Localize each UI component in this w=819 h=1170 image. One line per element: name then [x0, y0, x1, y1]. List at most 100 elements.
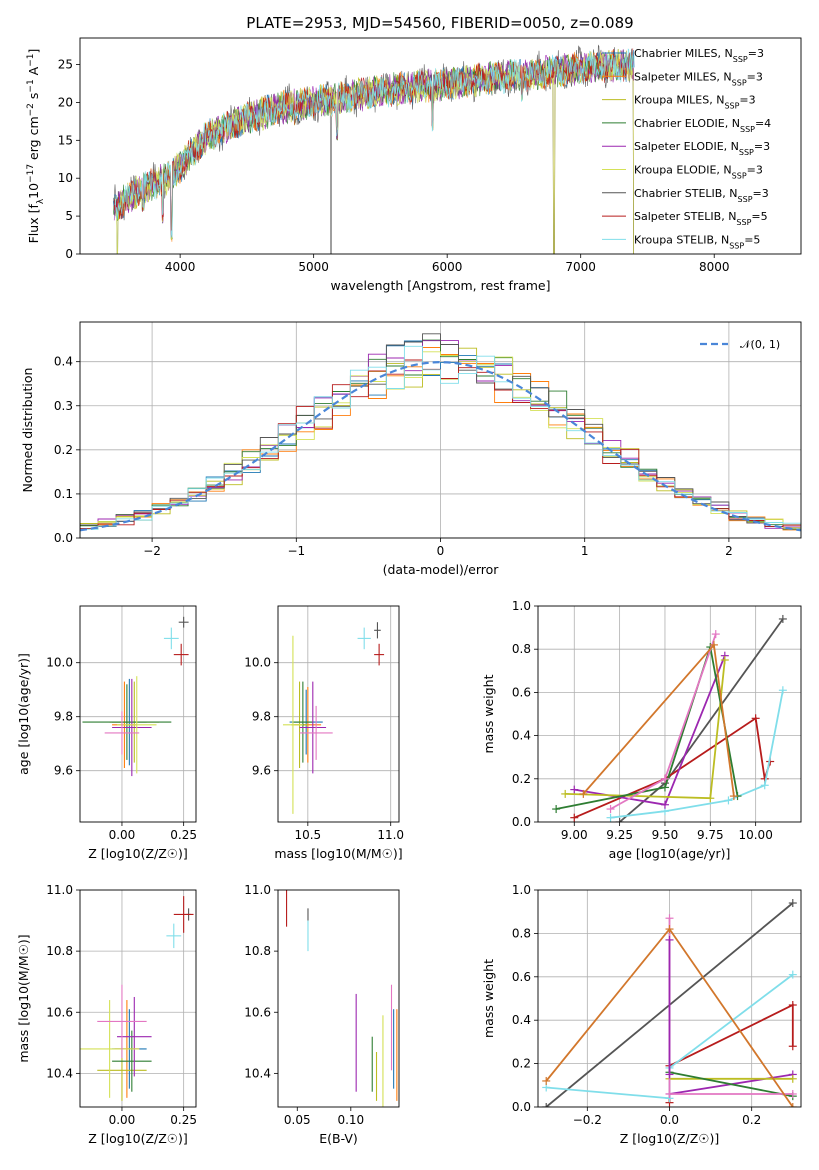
x-axis-label: E(B-V) [319, 1131, 358, 1146]
y-tick-label: 10.6 [244, 1005, 271, 1019]
x-tick-label: −2 [143, 544, 161, 558]
x-tick-label: 2 [725, 544, 733, 558]
y-tick-label: 0.4 [512, 729, 531, 743]
errorbar-point [112, 678, 152, 777]
weight-marker [665, 914, 674, 923]
label-part: ] [26, 49, 41, 54]
weight-marker [788, 1042, 797, 1051]
plot-area-mass-weight-vs-age [538, 606, 801, 822]
errorbar-point [173, 643, 189, 666]
legend-text: Chabrier STELIB, N [634, 187, 738, 200]
label-part: erg cm [26, 116, 41, 164]
legend-tail: =5 [744, 233, 760, 246]
errorbar-point [166, 923, 182, 949]
label-part: −17 [26, 164, 36, 183]
y-tick-label: 0.4 [54, 355, 73, 369]
legend-tail: =5 [751, 210, 767, 223]
legend-tail: =3 [747, 70, 763, 83]
y-axis-label: age [log10(age/yr)] [16, 653, 31, 775]
y-tick-label: 0.3 [54, 399, 73, 413]
errorbar-point [104, 711, 140, 755]
legend-text: Salpeter MILES, N [634, 70, 732, 83]
weight-marker [542, 1076, 551, 1085]
weight-marker [552, 805, 561, 814]
errorbar-point [82, 684, 172, 760]
y-tick-label: 0.2 [512, 772, 531, 786]
weight-marker [615, 818, 624, 822]
y-axis-label: Flux [fλ10−17 erg cm−2 s−1 A−1] [26, 49, 46, 244]
weight-marker [606, 805, 615, 814]
axes-frame [277, 889, 400, 1108]
weight-marker [570, 785, 579, 794]
y-tick-label: 1.0 [512, 599, 531, 613]
y-tick-label: 10.0 [244, 656, 271, 670]
weight-marker [665, 1089, 674, 1098]
plot-area-mass-vs-EBV [286, 890, 398, 1107]
label-part: Flux [f [26, 204, 41, 244]
weight-marker [660, 774, 669, 783]
legend-sub: SSP [732, 171, 747, 180]
histogram-8 [80, 345, 801, 538]
label-part: A [26, 66, 41, 79]
weight-marker [788, 970, 797, 979]
x-tick-label: 0.0 [660, 1113, 679, 1127]
y-tick-label: 9.6 [54, 764, 73, 778]
y-tick-label: 0.6 [512, 970, 531, 984]
x-tick-label: 9.75 [697, 828, 724, 842]
panel-age-vs-Z: 0.00 0.25 9.6 9.8 10.0 Z [log10(Z/Z☉)] age [lo… [16, 605, 197, 861]
legend-sub: SSP [732, 78, 747, 87]
x-tick-label: −1 [287, 544, 305, 558]
y-tick-label: 0.4 [512, 1013, 531, 1027]
x-tick-label: 0.2 [742, 1113, 761, 1127]
legend-sub: SSP [736, 218, 751, 227]
spectrum-line-3 [113, 49, 633, 240]
weight-marker [579, 789, 588, 798]
y-tick-label: 9.8 [252, 710, 271, 724]
legend-sub: SSP [740, 124, 755, 133]
errorbar-point [374, 643, 385, 666]
weight-marker [751, 714, 760, 723]
errorbar-point [173, 896, 194, 933]
legend-entry: Salpeter ELODIE, NSSP=3 [634, 140, 770, 157]
spectrum-line-7 [113, 48, 634, 238]
legend-sub: SSP [724, 101, 739, 110]
weight-marker [729, 792, 738, 801]
figure-title: PLATE=2953, MJD=54560, FIBERID=0050, z=0… [246, 14, 633, 32]
weight-marker [724, 796, 733, 805]
y-tick-label: 10.4 [46, 1066, 73, 1080]
x-tick-label: 10.00 [738, 828, 772, 842]
x-tick-label: 0.00 [109, 1113, 136, 1127]
legend-sub: SSP [729, 241, 744, 250]
legend-entry: Chabrier STELIB, NSSP=3 [634, 187, 769, 204]
legend-sub: SSP [733, 55, 748, 64]
legend-text: Kroupa MILES, N [634, 94, 724, 107]
x-axis-label: Z [log10(Z/Z☉)] [88, 846, 188, 861]
x-tick-label: 9.25 [606, 828, 633, 842]
x-tick-label: 5000 [298, 260, 329, 274]
weight-marker [660, 783, 669, 792]
weight-marker [711, 630, 720, 639]
errorbar-point [80, 1000, 140, 1098]
legend-entry: Salpeter STELIB, NSSP=5 [634, 210, 768, 227]
plot-area-mass-weight-vs-Z [538, 890, 801, 1107]
legend-entry: Chabrier ELODIE, NSSP=4 [634, 117, 771, 133]
axes-frame [79, 889, 197, 1108]
x-axis-label: mass [log10(M/M☉)] [274, 846, 402, 861]
x-tick-label: 1 [581, 544, 589, 558]
plot-area-age-vs-mass [278, 606, 399, 822]
weight-marker [778, 614, 787, 623]
plot-area-residuals [80, 322, 801, 538]
y-tick-label: 10 [58, 171, 73, 185]
errorbar-point [292, 681, 313, 763]
legend-entry: Kroupa ELODIE, NSSP=3 [634, 164, 763, 181]
y-tick-label: 9.6 [252, 764, 271, 778]
x-axis-label: wavelength [Angstrom, rest frame] [330, 278, 550, 293]
histogram-6 [80, 333, 801, 538]
legend-text: Chabrier MILES, N [634, 47, 733, 60]
y-tick-label: 0.0 [512, 815, 531, 829]
weight-marker [788, 1089, 797, 1098]
y-tick-label: 15 [58, 133, 73, 147]
label-part: −1 [26, 54, 36, 67]
y-tick-label: 11.0 [46, 883, 73, 897]
y-axis-label: mass weight [481, 959, 496, 1038]
